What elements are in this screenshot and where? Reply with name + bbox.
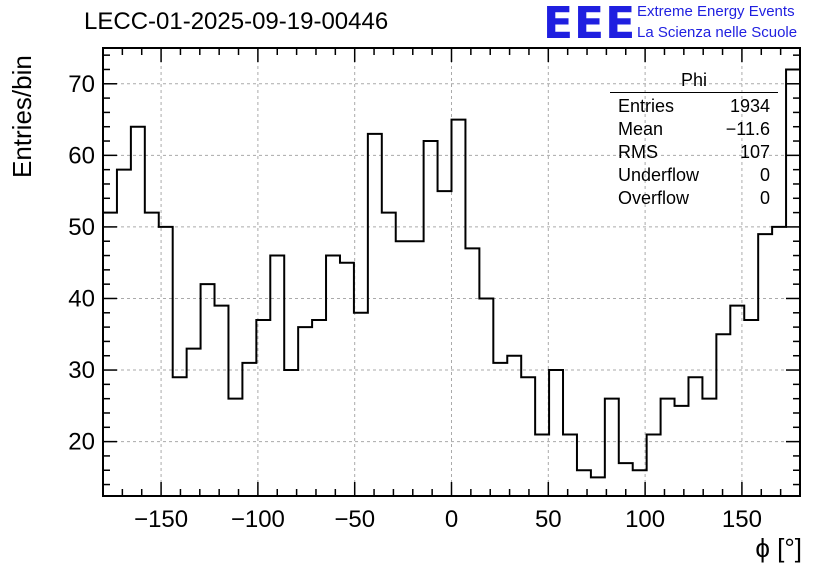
histogram-bin: [563, 434, 577, 496]
y-tick-label: 40: [68, 285, 95, 312]
y-tick-label: 60: [68, 142, 95, 169]
stats-box: Phi Entries 1934 Mean −11.6 RMS 107 Unde…: [610, 70, 778, 210]
histogram-outline: [102, 68, 801, 496]
histogram-bin: [688, 377, 702, 496]
chart-title: LECC-01-2025-09-19-00446: [84, 8, 389, 35]
histogram-bin: [465, 248, 479, 496]
stats-label: Mean: [618, 119, 664, 139]
y-tick-labels: 20 30 40 50 60 70: [68, 71, 95, 456]
histogram-bin: [131, 127, 145, 496]
x-tick-label: 150: [722, 506, 762, 533]
eee-logo: EEE: [543, 0, 637, 49]
histogram-bin: [493, 363, 507, 496]
x-tick-labels: −150 −100 −50 0 50 100 150: [134, 506, 762, 533]
stats-value: 1934: [729, 96, 770, 116]
histogram-bin: [577, 470, 591, 496]
x-tick-label: 100: [625, 506, 665, 533]
histogram-bin: [605, 399, 619, 496]
histogram-bin: [786, 69, 800, 496]
histogram-bin: [549, 370, 563, 496]
histogram-bin: [145, 213, 159, 496]
stats-label: Overflow: [618, 188, 690, 208]
histogram-bin: [298, 327, 312, 496]
x-tick-label: −100: [231, 506, 285, 533]
histogram-bin: [702, 399, 716, 496]
histogram-bin: [242, 363, 256, 496]
histogram-bin: [187, 349, 201, 496]
histogram-bin: [591, 477, 605, 496]
stats-value: 0: [759, 188, 770, 208]
histogram-bin: [256, 320, 270, 496]
histogram-bin: [507, 356, 521, 496]
stats-value: −11.6: [725, 119, 770, 139]
stats-label: RMS: [618, 142, 658, 162]
histogram-bin: [452, 120, 466, 496]
histogram-bin: [716, 334, 730, 496]
stats-box-title: Phi: [610, 70, 778, 93]
histogram-bin: [117, 170, 131, 496]
axis-ticks: [102, 48, 801, 496]
y-tick-label: 30: [68, 357, 95, 384]
stats-row-entries: Entries 1934: [610, 95, 778, 118]
histogram-bin: [354, 313, 368, 496]
y-tick-label: 70: [68, 71, 95, 98]
x-tick-label: 50: [535, 506, 562, 533]
y-axis-label: Entries/bin: [7, 55, 37, 178]
y-tick-label: 20: [68, 429, 95, 456]
histogram-bin: [521, 377, 535, 496]
histogram-bars: [102, 68, 801, 496]
histogram-bin: [159, 227, 173, 496]
histogram-bin: [284, 370, 298, 496]
stats-row-overflow: Overflow 0: [610, 187, 778, 210]
histogram-bin: [340, 263, 354, 496]
x-tick-label: −150: [134, 506, 188, 533]
stats-row-underflow: Underflow 0: [610, 164, 778, 187]
histogram-bin: [215, 306, 229, 496]
histogram-bin: [535, 434, 549, 496]
histogram-bin: [173, 377, 187, 496]
stats-value: 0: [759, 165, 770, 185]
histogram-bin: [382, 213, 396, 496]
histogram-bin: [772, 227, 786, 496]
x-axis-label: ϕ [°]: [755, 533, 802, 563]
stats-value: 107: [739, 142, 770, 162]
histogram-bin: [661, 399, 675, 496]
histogram-bin: [758, 234, 772, 496]
histogram-bin: [396, 241, 410, 496]
histogram-bin: [228, 399, 242, 496]
x-tick-label: −50: [334, 506, 375, 533]
stats-row-mean: Mean −11.6: [610, 118, 778, 141]
x-tick-label: 0: [445, 506, 458, 533]
histogram-bin: [368, 134, 382, 496]
histogram-bin: [744, 320, 758, 496]
histogram-bin: [201, 284, 215, 496]
stats-label: Underflow: [618, 165, 700, 185]
histogram-bin: [438, 191, 452, 496]
stats-label: Entries: [618, 96, 675, 116]
logo-subtitle-1: Extreme Energy Events: [637, 3, 795, 20]
histogram-bin: [312, 320, 326, 496]
histogram-bin: [410, 241, 424, 496]
y-tick-label: 50: [68, 214, 95, 241]
histogram-bin: [647, 434, 661, 496]
histogram-bin: [326, 256, 340, 496]
histogram-bin: [479, 298, 493, 496]
histogram-bin: [730, 306, 744, 496]
histogram-bin: [675, 406, 689, 496]
histogram-bin: [424, 141, 438, 496]
logo-subtitle-2: La Scienza nelle Scuole: [637, 24, 798, 41]
stats-row-rms: RMS 107: [610, 141, 778, 164]
histogram-bin: [270, 256, 284, 496]
